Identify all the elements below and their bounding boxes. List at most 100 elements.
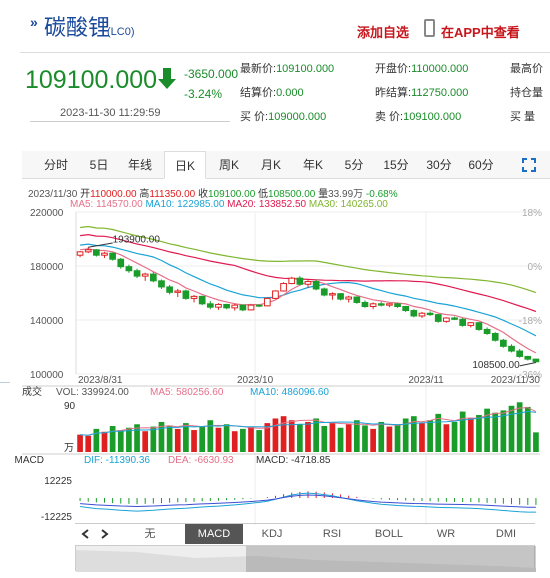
volume-value: VOL: 339924.00 xyxy=(56,387,129,398)
macd-dif: DIF: -11390.36 xyxy=(84,455,150,466)
pager-arrows xyxy=(81,529,109,539)
ind-tab-kdj[interactable]: KDJ xyxy=(261,528,283,540)
volume-bar xyxy=(524,406,531,452)
tab-5day[interactable]: 5日 xyxy=(89,158,109,172)
volume-bar xyxy=(467,418,474,452)
volume-bar xyxy=(313,418,319,452)
candle-body xyxy=(500,339,507,347)
candle-body xyxy=(166,286,173,293)
volume-bar xyxy=(370,428,376,452)
candle-body xyxy=(418,312,426,317)
volume-bar xyxy=(362,425,368,452)
fullscreen-icon[interactable] xyxy=(522,158,536,172)
stat-latest: 最新价:109100.000 xyxy=(240,63,335,75)
ind-tab-none[interactable]: 无 xyxy=(144,528,156,540)
candle-body xyxy=(255,304,263,307)
macd-label: MACD xyxy=(15,455,44,466)
volume-bar xyxy=(248,426,254,452)
ma10-line xyxy=(80,243,537,337)
candle-body xyxy=(394,303,401,307)
range-navigator[interactable] xyxy=(75,545,536,572)
candle-body xyxy=(345,296,353,300)
macd-value: MACD: -4718.85 xyxy=(256,455,331,466)
volume-bar xyxy=(353,420,360,452)
y-tick-label: 100000 xyxy=(30,370,64,381)
add-to-favorites-link[interactable]: 添加自选 xyxy=(357,25,410,40)
tab-15min[interactable]: 15分 xyxy=(383,158,409,172)
volume-bar xyxy=(443,424,450,452)
candle-body xyxy=(190,295,198,299)
prev-arrow-icon[interactable] xyxy=(81,529,89,539)
volume-bar xyxy=(85,435,92,452)
candle-body xyxy=(280,283,287,292)
ind-tab-boll[interactable]: BOLL xyxy=(374,528,404,540)
candle-body xyxy=(516,350,523,357)
min-label-leader xyxy=(519,362,537,367)
tab-weekly-k[interactable]: 周K xyxy=(218,158,239,172)
volume-bar xyxy=(272,418,279,452)
candle-body xyxy=(206,303,214,308)
ind-tab-dmi[interactable]: DMI xyxy=(495,528,517,540)
candle-body xyxy=(304,281,312,285)
y-tick-label: 140000 xyxy=(30,316,64,327)
volume-bar xyxy=(419,423,425,452)
volume-bar xyxy=(484,408,490,452)
y-pct-tick-label: 0% xyxy=(528,262,543,273)
volume-bar xyxy=(321,426,328,452)
candle-body xyxy=(467,322,475,326)
volume-bar xyxy=(394,424,401,452)
volume-ma5: MA5: 580256.60 xyxy=(150,387,224,398)
tab-30min[interactable]: 30分 xyxy=(426,158,452,172)
volume-ma10-line xyxy=(80,410,536,436)
volume-bar xyxy=(183,423,189,452)
candle-body xyxy=(508,345,515,352)
x-tick-label: 2023/8/31 xyxy=(78,375,123,386)
tab-yearly-k[interactable]: 年K xyxy=(302,158,323,172)
candle-body xyxy=(451,317,458,320)
volume-bar xyxy=(126,427,132,452)
volume-bar xyxy=(329,423,336,452)
ind-tab-macd[interactable]: MACD xyxy=(185,524,243,544)
volume-bar xyxy=(476,415,482,452)
volume-bar xyxy=(378,421,385,452)
candle-body xyxy=(312,281,320,290)
tab-monthly-k[interactable]: 月K xyxy=(260,158,281,172)
candle-body xyxy=(459,318,467,326)
volume-ma5-line xyxy=(80,407,537,436)
stat-open: 开盘价:110000.000 xyxy=(375,63,469,75)
y-tick-label: 220000 xyxy=(30,208,64,219)
ind-tab-rsi[interactable]: RSI xyxy=(322,528,342,540)
stat-open-interest: 持仓量 xyxy=(510,87,543,99)
double-chevron-icon: » xyxy=(30,14,38,30)
ind-tab-wr[interactable]: WR xyxy=(436,528,456,540)
stat-high: 最高价 xyxy=(510,63,543,75)
volume-bar xyxy=(240,428,246,452)
volume-bar xyxy=(142,431,149,452)
volume-bar xyxy=(117,430,124,452)
candle-body xyxy=(84,249,92,253)
volume-bar xyxy=(337,427,344,452)
ma-readout: MA5: 114570.00 MA10: 122985.00 MA20: 133… xyxy=(70,199,388,210)
candle-body xyxy=(141,273,149,277)
volume-bar xyxy=(207,420,214,452)
volume-bar xyxy=(508,405,515,452)
tab-5min[interactable]: 5分 xyxy=(344,158,364,172)
tab-yearline[interactable]: 年线 xyxy=(127,158,152,172)
min-price-label: 108500.00 xyxy=(472,360,520,371)
ma30-line xyxy=(80,225,537,294)
candle-body xyxy=(483,328,491,335)
tab-60min[interactable]: 60分 xyxy=(468,158,494,172)
stat-bid-volume: 买 量 xyxy=(510,111,536,123)
volume-axis-top: 90 xyxy=(64,401,76,412)
volume-label: 成交 xyxy=(22,385,42,398)
symbol-code: (LC0) xyxy=(107,26,135,38)
quote-time: 2023-11-30 11:29:59 xyxy=(60,107,161,119)
open-in-app-link[interactable]: 在APP中查看 xyxy=(441,25,520,40)
phone-icon[interactable] xyxy=(424,19,435,37)
next-arrow-icon[interactable] xyxy=(101,529,109,539)
tab-intraday[interactable]: 分时 xyxy=(43,158,68,172)
volume-bar xyxy=(93,428,100,452)
x-tick-label: 2023/11/30 xyxy=(491,375,541,386)
tab-daily-k[interactable]: 日K xyxy=(164,151,206,179)
